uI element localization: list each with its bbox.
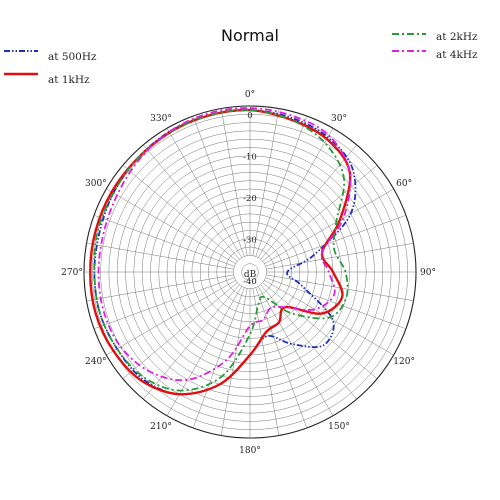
angle-tick-label: 300°: [85, 179, 107, 189]
grid-spoke: [260, 144, 357, 260]
grid-spoke: [255, 287, 308, 429]
radial-unit-label: dB: [244, 270, 257, 280]
angle-tick-label: 120°: [393, 357, 415, 367]
series-lines: [89, 107, 357, 396]
angle-tick-label: 90°: [420, 268, 436, 278]
legend-left: at 500Hz at 1kHz: [4, 50, 97, 86]
db-tick-label: -10: [243, 153, 257, 163]
grid-spoke: [106, 188, 236, 264]
grid-spoke: [93, 214, 235, 267]
grid-circle: [241, 263, 259, 281]
grid-spoke: [220, 108, 248, 256]
grid-spoke: [260, 284, 357, 400]
series-line-1khz: [89, 108, 352, 396]
angle-tick-label: 180°: [239, 446, 261, 456]
db-labels: 0 -10 -20 -30 -40: [243, 111, 257, 287]
angle-tick-label: 270°: [61, 268, 83, 278]
db-tick-label: -20: [243, 194, 257, 204]
series-line-4khz: [97, 107, 352, 382]
angle-tick-label: 240°: [85, 357, 107, 367]
grid-spoke: [220, 288, 248, 436]
grid-spoke: [265, 214, 407, 267]
angle-tick-label: 330°: [150, 114, 172, 124]
angle-tick-label: 60°: [396, 179, 412, 189]
grid-spoke: [264, 188, 394, 264]
grid-spoke: [122, 282, 238, 379]
angle-tick-label: 210°: [150, 422, 172, 432]
angle-tick-label: 0°: [245, 90, 255, 100]
grid-spoke: [255, 115, 308, 257]
angle-labels: 0° 30° 60° 90° 120° 150° 180° 210° 240° 270° 300° 3…: [61, 90, 436, 456]
grid-spoke: [143, 284, 240, 400]
grid-spoke: [258, 286, 334, 416]
grid-spoke: [262, 282, 378, 379]
db-tick-label: -30: [243, 236, 257, 246]
chart-title: Normal: [221, 26, 279, 45]
grid-spoke: [86, 274, 234, 302]
series-line-2khz: [93, 109, 349, 392]
grid-spoke: [166, 286, 242, 416]
grid-spoke: [258, 128, 334, 258]
legend-label-2khz: at 2kHz: [436, 31, 478, 43]
legend-label-500hz: at 500Hz: [48, 51, 97, 63]
db-tick-label: -40: [243, 277, 257, 287]
legend-right: at 2kHz at 4kHz: [392, 31, 478, 61]
grid-spoke: [93, 277, 235, 330]
legend-label-1khz: at 1kHz: [48, 74, 90, 86]
grid-spoke: [192, 287, 245, 429]
grid-spoke: [106, 280, 236, 356]
grid-spoke: [192, 115, 245, 257]
grid-spoke: [252, 108, 280, 256]
angle-tick-label: 30°: [331, 114, 347, 124]
grid-spoke: [122, 165, 238, 262]
grid-spoke: [265, 277, 407, 330]
legend-label-4khz: at 4kHz: [436, 49, 478, 61]
grid-spoke: [266, 242, 414, 270]
grid-spoke: [262, 165, 378, 262]
grid-spoke: [143, 144, 240, 260]
grid-spoke: [166, 128, 242, 258]
grid-spoke: [86, 242, 234, 270]
angle-tick-label: 150°: [328, 422, 350, 432]
db-tick-label: 0: [247, 111, 252, 121]
